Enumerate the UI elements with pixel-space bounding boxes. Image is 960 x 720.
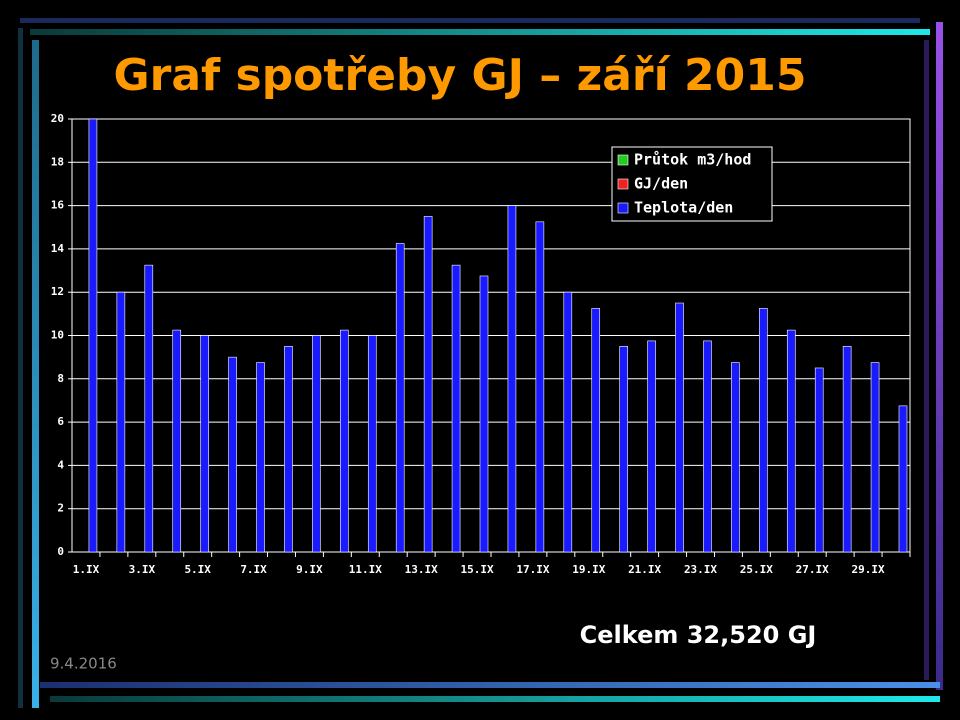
decor (936, 22, 943, 690)
bar (898, 405, 908, 553)
bar (172, 329, 182, 553)
bar (535, 221, 545, 553)
bar (619, 346, 628, 553)
x-tick-label: 3.IX (129, 563, 156, 576)
bar (228, 356, 237, 553)
bar (116, 291, 126, 553)
x-tick-label: 19.IX (572, 563, 605, 576)
bar (312, 335, 321, 553)
bar (367, 335, 377, 553)
x-tick-label: 11.IX (349, 563, 382, 576)
legend-swatch (617, 154, 629, 166)
x-tick-label: 27.IX (796, 563, 829, 576)
decor (50, 696, 940, 702)
y-tick-label: 20 (51, 112, 64, 125)
decor (924, 40, 929, 680)
x-tick-label: 29.IX (852, 563, 885, 576)
y-tick-label: 10 (51, 329, 64, 342)
x-tick-label: 13.IX (405, 563, 438, 576)
annotation: Celkem 32,520 GJ (580, 621, 817, 649)
decor (18, 28, 23, 708)
y-tick-label: 12 (51, 285, 64, 298)
bar (786, 329, 796, 553)
x-tick-label: 25.IX (740, 563, 773, 576)
bar (814, 367, 824, 553)
bar (451, 264, 461, 553)
chart-title: Graf spotřeby GJ – září 2015 (114, 50, 807, 101)
bar (479, 275, 489, 553)
decor (40, 682, 940, 688)
bar (563, 291, 573, 553)
bar (591, 308, 601, 553)
x-tick-label: 21.IX (628, 563, 661, 576)
bar (647, 340, 656, 553)
bar (395, 243, 405, 553)
x-tick-label: 23.IX (684, 563, 717, 576)
y-tick-label: 2 (57, 502, 64, 515)
x-tick-label: 1.IX (73, 563, 100, 576)
bar (200, 335, 209, 553)
bar (842, 346, 852, 553)
bar (88, 118, 98, 553)
y-tick-label: 0 (57, 545, 64, 558)
bar (703, 340, 712, 553)
legend-label: GJ/den (634, 175, 688, 193)
bar (284, 346, 293, 553)
decor (32, 40, 39, 708)
bar (870, 362, 880, 553)
legend-label: Průtok m3/hod (634, 151, 751, 169)
date: 9.4.2016 (50, 655, 117, 673)
y-tick-label: 18 (51, 155, 64, 168)
legend-label: Teplota/den (634, 199, 733, 217)
bar (675, 302, 684, 553)
y-tick-label: 8 (57, 372, 64, 385)
decor (20, 18, 920, 23)
bar (256, 362, 265, 553)
bar (731, 362, 740, 553)
x-tick-label: 15.IX (460, 563, 493, 576)
legend-swatch (617, 202, 629, 214)
y-tick-label: 4 (57, 458, 64, 471)
bar (423, 216, 433, 553)
y-tick-label: 14 (51, 242, 65, 255)
legend-box (611, 146, 773, 222)
x-tick-label: 17.IX (516, 563, 549, 576)
bar (340, 329, 349, 553)
y-tick-label: 6 (57, 415, 64, 428)
x-tick-label: 9.IX (296, 563, 323, 576)
bar (759, 308, 768, 553)
bar (144, 264, 154, 553)
legend-swatch (617, 178, 629, 190)
bar (507, 205, 517, 553)
y-tick-label: 16 (51, 199, 65, 212)
x-tick-label: 7.IX (240, 563, 267, 576)
decor (30, 29, 930, 35)
x-tick-label: 5.IX (184, 563, 211, 576)
